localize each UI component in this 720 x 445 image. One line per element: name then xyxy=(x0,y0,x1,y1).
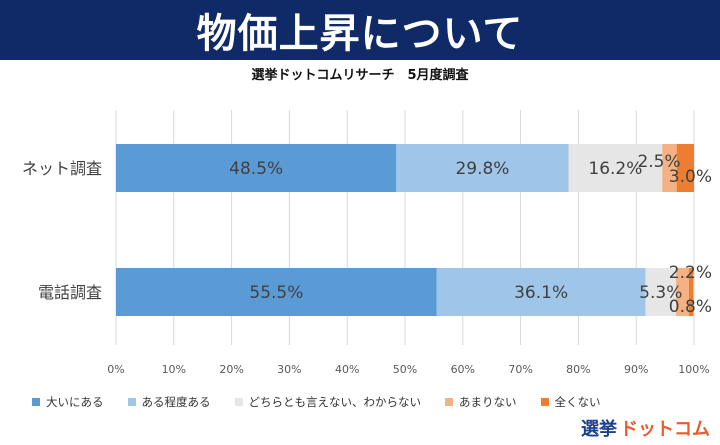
legend-swatch xyxy=(445,398,453,406)
data-label: 0.8% xyxy=(669,297,712,317)
legend-label: どちらとも言えない、わからない xyxy=(248,395,422,409)
page-title: 物価上昇について xyxy=(196,11,524,57)
brand-logo: 選挙 ドットコム xyxy=(581,421,710,439)
x-tick-label: 40% xyxy=(335,363,359,376)
header-banner: 物価上昇について xyxy=(0,0,720,60)
bar-segment xyxy=(116,144,397,192)
x-tick-label: 30% xyxy=(277,363,301,376)
legend-item: ある程度ある xyxy=(127,394,211,410)
brand-logo-main: 選挙 xyxy=(581,419,617,440)
bar-segment xyxy=(568,144,663,192)
bar-segment xyxy=(676,144,694,192)
data-label: 16.2% xyxy=(588,159,642,179)
data-label: 55.5% xyxy=(249,283,303,303)
bar-segment xyxy=(645,268,677,316)
legend-swatch xyxy=(127,398,136,406)
legend-item: 全くない xyxy=(540,394,601,410)
bar-segment xyxy=(688,268,694,316)
bar-segment xyxy=(396,144,569,192)
x-tick-label: 100% xyxy=(678,363,709,376)
x-tick-label: 20% xyxy=(219,363,243,376)
data-label: 5.3% xyxy=(639,283,682,303)
bar-segment xyxy=(116,268,437,316)
legend-label: 大いにある xyxy=(46,395,104,409)
legend-swatch xyxy=(32,398,40,406)
data-label: 2.2% xyxy=(669,263,712,283)
data-label: 3.0% xyxy=(669,167,712,187)
data-label: 48.5% xyxy=(229,159,283,179)
brand-logo-accent: ドットコム xyxy=(620,419,710,440)
category-label: 電話調査 xyxy=(38,283,102,302)
x-tick-label: 50% xyxy=(393,363,417,376)
x-tick-label: 90% xyxy=(624,363,648,376)
x-tick-label: 60% xyxy=(451,363,475,376)
legend-item: どちらとも言えない、わからない xyxy=(234,394,422,410)
x-tick-label: 80% xyxy=(566,363,590,376)
bar-segment xyxy=(662,144,677,192)
x-tick-label: 70% xyxy=(508,363,532,376)
legend-label: あまりない xyxy=(459,395,517,409)
x-tick-label: 0% xyxy=(107,363,124,376)
chart-legend: 大いにある ある程度ある どちらとも言えない、わからない あまりない 全くない xyxy=(32,394,601,410)
legend-label: 全くない xyxy=(554,395,601,409)
bar-segment xyxy=(676,268,689,316)
chart-title: 選挙ドットコムリサーチ 5月度調査 xyxy=(251,68,469,83)
legend-item: 大いにある xyxy=(32,394,104,410)
legend-label: ある程度ある xyxy=(141,395,211,409)
data-label: 29.8% xyxy=(455,159,509,179)
legend-swatch xyxy=(540,398,549,406)
x-tick-label: 10% xyxy=(162,363,186,376)
legend-item: あまりない xyxy=(445,394,517,410)
bar-segment xyxy=(436,268,646,316)
data-label: 36.1% xyxy=(514,283,568,303)
category-label: ネット調査 xyxy=(22,159,102,178)
data-label: 2.5% xyxy=(637,152,680,172)
legend-swatch xyxy=(234,398,243,406)
